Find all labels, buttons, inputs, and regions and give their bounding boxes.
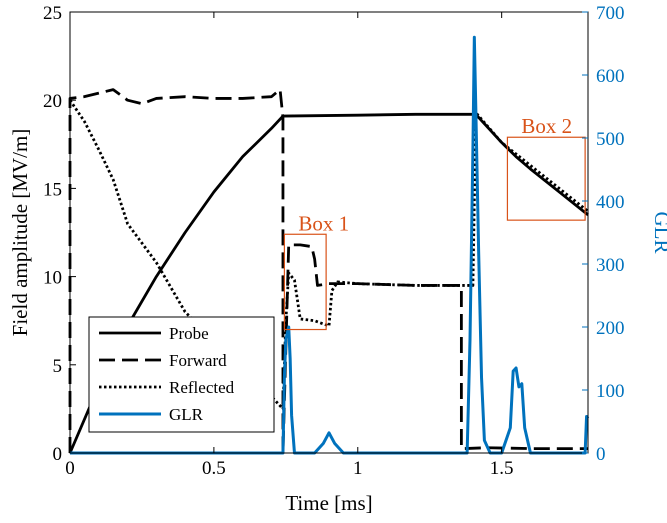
y-left-tick-label: 20 [43, 91, 62, 112]
legend-label-glr: GLR [169, 405, 204, 424]
annotation-label-2: Box 2 [521, 114, 572, 138]
x-tick-label: 0 [65, 458, 75, 479]
y-left-tick-label: 15 [43, 179, 62, 200]
annotation-box-2 [506, 136, 586, 221]
annotation-label-1: Box 1 [298, 211, 349, 235]
legend-label-forward: Forward [169, 351, 227, 370]
series-line-reflected [68, 99, 589, 411]
x-tick-label: 0.5 [202, 458, 226, 479]
y-axis-label-left: Field amplitude [MV/m] [8, 129, 32, 337]
y-right-tick-label: 100 [596, 381, 625, 402]
y-left-tick-label: 10 [43, 268, 62, 289]
x-axis-label: Time [ms] [285, 491, 372, 515]
tick-marks: 0 0.5 1 1.5 0 5 10 15 20 25 0 100 200 300 400 500 600 700 [43, 3, 625, 479]
y-right-tick-label: 700 [596, 3, 625, 24]
y-left-tick-label: 5 [53, 356, 63, 377]
legend-label-reflected: Reflected [169, 378, 235, 397]
legend-label-probe: Probe [169, 324, 209, 343]
y-left-tick-label: 0 [53, 444, 63, 465]
annotation-box-1 [283, 233, 327, 331]
x-tick-label: 1 [353, 458, 363, 479]
legend: Probe Forward Reflected GLR [88, 316, 275, 433]
y-right-tick-label: 600 [596, 66, 625, 87]
y-left-tick-label: 25 [43, 3, 62, 24]
y-right-tick-label: 0 [596, 444, 606, 465]
y-right-tick-label: 200 [596, 318, 625, 339]
plot-marks: Box 1 Box 2 [68, 35, 590, 455]
y-axis-label-right: GLR [650, 212, 667, 254]
y-right-tick-label: 300 [596, 255, 625, 276]
series-line-glr [70, 35, 590, 455]
y-right-tick-label: 400 [596, 192, 625, 213]
y-right-tick-label: 500 [596, 129, 625, 150]
x-tick-label: 1.5 [490, 458, 514, 479]
series-line-forward [68, 88, 588, 455]
plot-frame [69, 11, 589, 454]
